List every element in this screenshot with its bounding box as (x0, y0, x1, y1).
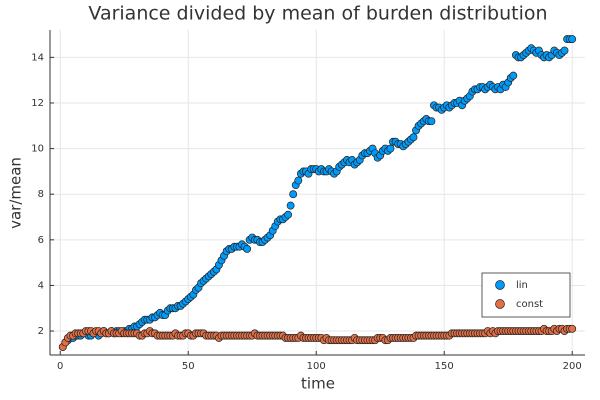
point (409, 133, 418, 142)
y-tick-label: 4 (38, 280, 44, 291)
chart-title: Variance divided by mean of burden distr… (88, 3, 547, 25)
x-tick-label: 50 (182, 361, 195, 372)
y-tick-label: 2 (38, 326, 44, 337)
x-tick-label: 100 (307, 361, 326, 372)
point (568, 35, 577, 44)
y-tick-label: 12 (31, 98, 44, 109)
y-tick-label: 14 (31, 52, 44, 63)
x-tick-label: 0 (57, 361, 63, 372)
y-axis-label: var/mean (7, 157, 25, 229)
point (386, 144, 395, 153)
legend-label: lin (516, 280, 528, 291)
series (58, 35, 577, 351)
point (286, 201, 295, 210)
point (284, 210, 293, 219)
point (243, 244, 252, 253)
point (427, 117, 436, 126)
y-tick-label: 8 (38, 189, 44, 200)
x-axis-label: time (301, 375, 335, 393)
point (509, 71, 518, 80)
point (289, 190, 298, 199)
legend-label: const (516, 299, 543, 310)
point (560, 46, 569, 55)
point (568, 324, 577, 333)
series (58, 324, 577, 351)
x-tick-label: 200 (563, 361, 582, 372)
legend-marker (495, 280, 505, 290)
legend-box (481, 272, 571, 318)
y-tick-label: 6 (38, 235, 44, 246)
point (294, 176, 303, 185)
legend-marker (495, 299, 505, 309)
x-tick-label: 150 (435, 361, 454, 372)
y-tick-label: 10 (31, 144, 44, 155)
